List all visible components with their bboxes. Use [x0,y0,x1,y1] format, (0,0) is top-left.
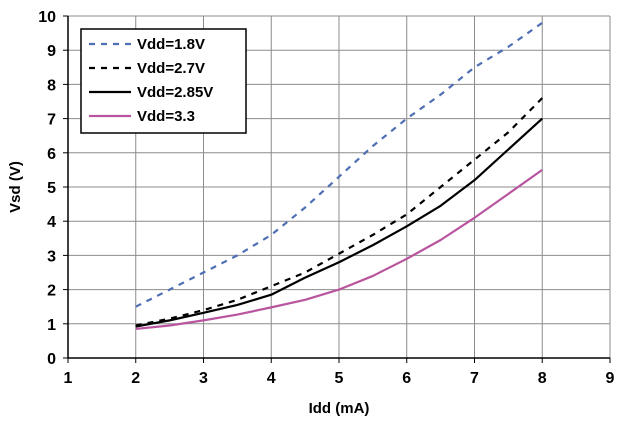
x-tick-label: 7 [470,370,479,387]
series-line-1 [135,21,543,308]
series-line-4 [135,169,543,331]
y-axis-title: Vsd (V) [7,161,24,213]
series-line-3 [135,117,543,328]
y-tick-label: 2 [47,283,56,300]
x-tick-label: 1 [64,370,73,387]
x-tick-label: 3 [199,370,208,387]
y-tick-label: 3 [47,248,56,265]
y-tick-label: 7 [47,112,56,129]
legend-label-2: Vdd=2.7V [137,60,205,77]
series-lines [135,21,544,331]
axes [63,15,611,363]
x-tick-label: 9 [606,370,615,387]
legend: Vdd=1.8V Vdd=2.7V Vdd=2.85V Vdd=3.3 [80,28,247,134]
y-tick-label: 0 [47,351,56,368]
y-tick-label: 9 [47,43,56,60]
x-tick-label: 6 [402,370,411,387]
series-line-2 [135,97,544,327]
y-tick-label: 1 [47,317,56,334]
y-tick-label: 10 [38,9,56,26]
y-tick-label: 5 [47,180,56,197]
legend-label-4: Vdd=3.3 [137,108,195,125]
legend-label-3: Vdd=2.85V [137,84,213,101]
x-tick-label: 2 [131,370,140,387]
x-axis-title: Idd (mA) [309,400,370,417]
y-tick-label: 4 [47,214,56,231]
x-tick-label: 5 [335,370,344,387]
x-tick-label: 4 [267,370,276,387]
legend-label-1: Vdd=1.8V [137,36,205,53]
y-tick-label: 8 [47,77,56,94]
y-tick-label: 6 [47,146,56,163]
x-tick-label: 8 [538,370,547,387]
